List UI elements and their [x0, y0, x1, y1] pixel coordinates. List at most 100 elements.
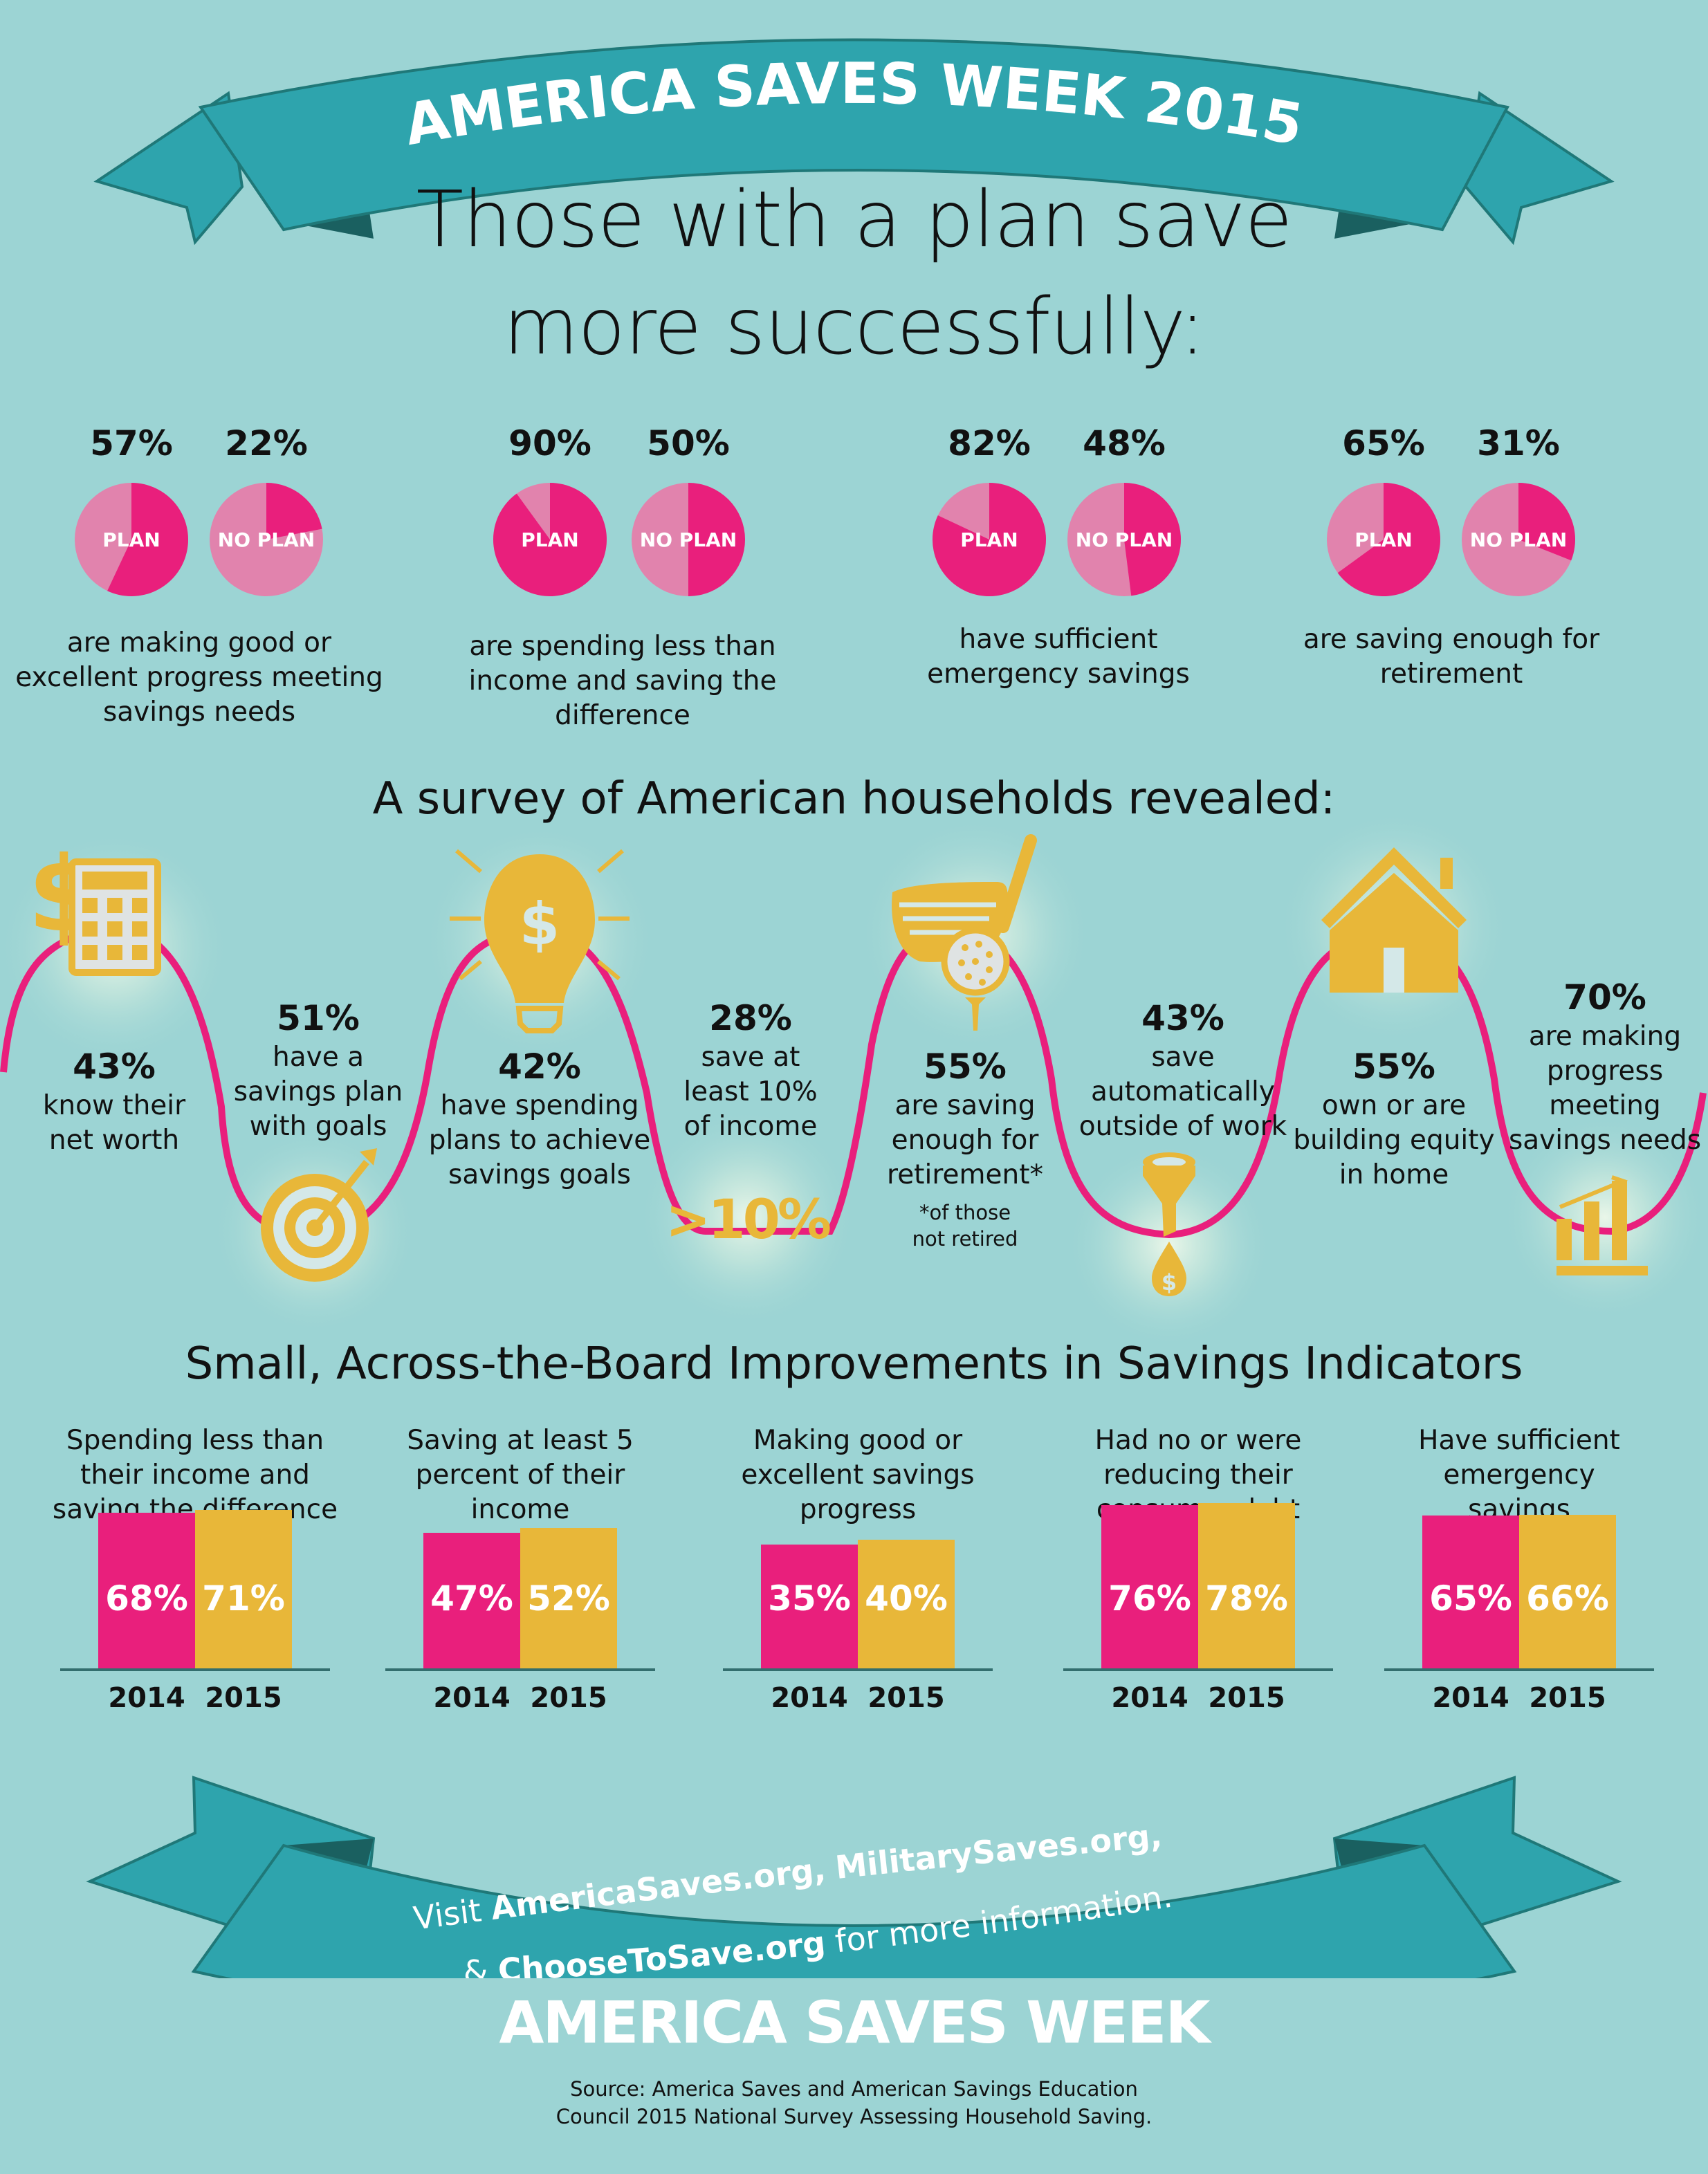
stat-text-line: know their [42, 1090, 186, 1121]
survey-stat-text: save at least 10% of income [633, 1040, 868, 1144]
no-plan-pie: NO PLAN [632, 483, 745, 596]
stat-text-line: of income [683, 1111, 818, 1142]
pie-label: PLAN [1355, 528, 1412, 551]
bar-baseline [723, 1668, 993, 1671]
survey-stat-value: 55% [924, 1047, 1007, 1087]
stat-text-line: have spending [440, 1090, 639, 1121]
pie-value-slice [493, 483, 607, 596]
calculator-dollar-icon: $ [28, 835, 161, 976]
pie-charts: PLAN NO PLAN PLAN NO PLAN PLAN NO PLAN PLAN NO … [75, 483, 1575, 596]
survey-stat-value: 42% [498, 1047, 581, 1087]
bar-title-line: Saving at least 5 [407, 1425, 634, 1456]
caption-line: are making good or [66, 627, 332, 658]
survey-stat-text: have a savings plan with goals [201, 1040, 436, 1144]
bar-section-title: Small, Across-the-Board Improvements in … [185, 1338, 1523, 1390]
plan-pie: PLAN [932, 483, 1046, 596]
bar-year-label: 2014 [433, 1682, 511, 1714]
bar-value-label: 78% [1205, 1578, 1288, 1619]
pie-label: NO PLAN [218, 528, 315, 551]
bar-year-label: 2014 [771, 1682, 848, 1714]
survey-stat-value: 43% [73, 1047, 156, 1087]
bar-value-label: 68% [105, 1578, 188, 1619]
stat-text-line: automatically [1091, 1076, 1275, 1107]
headline-line-1: Those with a plan save [416, 175, 1293, 265]
plan-comparison-caption: are saving enough for retirement [1244, 623, 1659, 692]
caption-line: retirement [1379, 658, 1523, 690]
glow [636, 1107, 858, 1328]
caption-line: difference [555, 700, 690, 731]
bar-year-label: 2015 [1208, 1682, 1285, 1714]
source-line-2: Council 2015 National Survey Assessing H… [555, 2105, 1153, 2128]
bar-title-line: excellent savings [741, 1459, 975, 1491]
stat-text-line: savings goals [448, 1159, 631, 1190]
pie-label: PLAN [960, 528, 1018, 551]
pie-label: NO PLAN [1076, 528, 1173, 551]
stat-text-line: save [1151, 1042, 1215, 1073]
bar-value-label: 66% [1526, 1578, 1609, 1619]
survey-stat: 51% have a savings plan with goals [201, 996, 436, 1144]
bar-year-label: 2015 [530, 1682, 607, 1714]
caption-line: are saving enough for [1303, 624, 1600, 655]
no-plan-percent: 31% [1477, 423, 1560, 463]
stat-text-line: progress [1546, 1056, 1664, 1087]
link-militarysaves[interactable]: MilitarySaves.org, [834, 1816, 1164, 1886]
bar-value-label: 65% [1429, 1578, 1512, 1619]
caption-line: savings needs [102, 697, 296, 728]
bar-2015: 52% [520, 1528, 617, 1668]
pie-label: PLAN [521, 528, 578, 551]
footnote-line: not retired [912, 1227, 1018, 1251]
headline-line-2: more successfully: [503, 282, 1205, 372]
survey-stat-text: own or are building equity in home [1276, 1089, 1512, 1192]
bar-value-label: 71% [202, 1578, 285, 1619]
survey-stat-text: know their net worth [0, 1089, 232, 1158]
bar-title-line: Have sufficient [1418, 1425, 1620, 1456]
pie-value-slice [1518, 483, 1575, 561]
survey-stat-value: 43% [1141, 998, 1224, 1038]
bar-title-line: income [470, 1494, 570, 1525]
bar-baseline [385, 1668, 655, 1671]
stat-text-line: own or are [1321, 1090, 1467, 1121]
funnel-dollar-icon: $ [1143, 1152, 1195, 1296]
plan-percent: 90% [508, 423, 591, 463]
stat-text-line: enough for [891, 1125, 1039, 1156]
bar-year-label: 2015 [867, 1682, 945, 1714]
pie-value-slice [1124, 483, 1181, 596]
bar-group-title: Making good or excellent savings progress [699, 1424, 1017, 1527]
lightbulb-dollar-icon: $ [450, 849, 630, 1033]
plan-percent: 82% [948, 423, 1031, 463]
plan-comparison-caption: have sufficient emergency savings [851, 623, 1266, 692]
bar-2015: 66% [1519, 1514, 1616, 1668]
bar-value-label: 40% [865, 1578, 948, 1619]
pie-value-slice [1337, 483, 1440, 596]
plan-pie: PLAN [1327, 483, 1440, 596]
bar-year-label: 2015 [1529, 1682, 1606, 1714]
stat-text-line: have a [273, 1042, 364, 1073]
bar-year-label: 2014 [1111, 1682, 1188, 1714]
plan-percent: 65% [1342, 423, 1425, 463]
bar-value-label: 52% [527, 1578, 610, 1619]
pie-value-slice [266, 483, 322, 540]
ribbon-main [198, 38, 1510, 232]
golf-club-ball-icon [892, 834, 1037, 1031]
survey-stat-value: 55% [1352, 1047, 1435, 1087]
no-plan-percent: 50% [647, 423, 730, 463]
bar-value-label: 35% [768, 1578, 851, 1619]
stat-text-line: savings plan [233, 1076, 403, 1107]
survey-stat-value: 70% [1563, 977, 1646, 1017]
no-plan-pie: NO PLAN [210, 483, 323, 596]
bar-2014: 35% [761, 1545, 858, 1668]
stat-text-line: least 10% [683, 1076, 818, 1107]
survey-stat-footnote: *of those not retired [847, 1199, 1083, 1252]
stat-text-line: meeting [1549, 1090, 1661, 1121]
bar-2015: 71% [195, 1509, 292, 1668]
bar-group-title: Have sufficient emergency savings [1360, 1424, 1678, 1527]
glow [1501, 1114, 1708, 1321]
survey-wave: $ $ >10% [0, 816, 1708, 1342]
pie-value-slice [107, 483, 188, 596]
bar-2014: 68% [98, 1512, 195, 1668]
footer-ribbon-banner: Visit AmericaSaves.org, MilitarySaves.or… [86, 1776, 1622, 1978]
caption-line: have sufficient [959, 624, 1158, 655]
pie-value-slice [688, 483, 745, 596]
plan-comparison-caption: are spending less than income and saving … [415, 629, 830, 733]
stat-text-line: outside of work [1078, 1111, 1287, 1142]
